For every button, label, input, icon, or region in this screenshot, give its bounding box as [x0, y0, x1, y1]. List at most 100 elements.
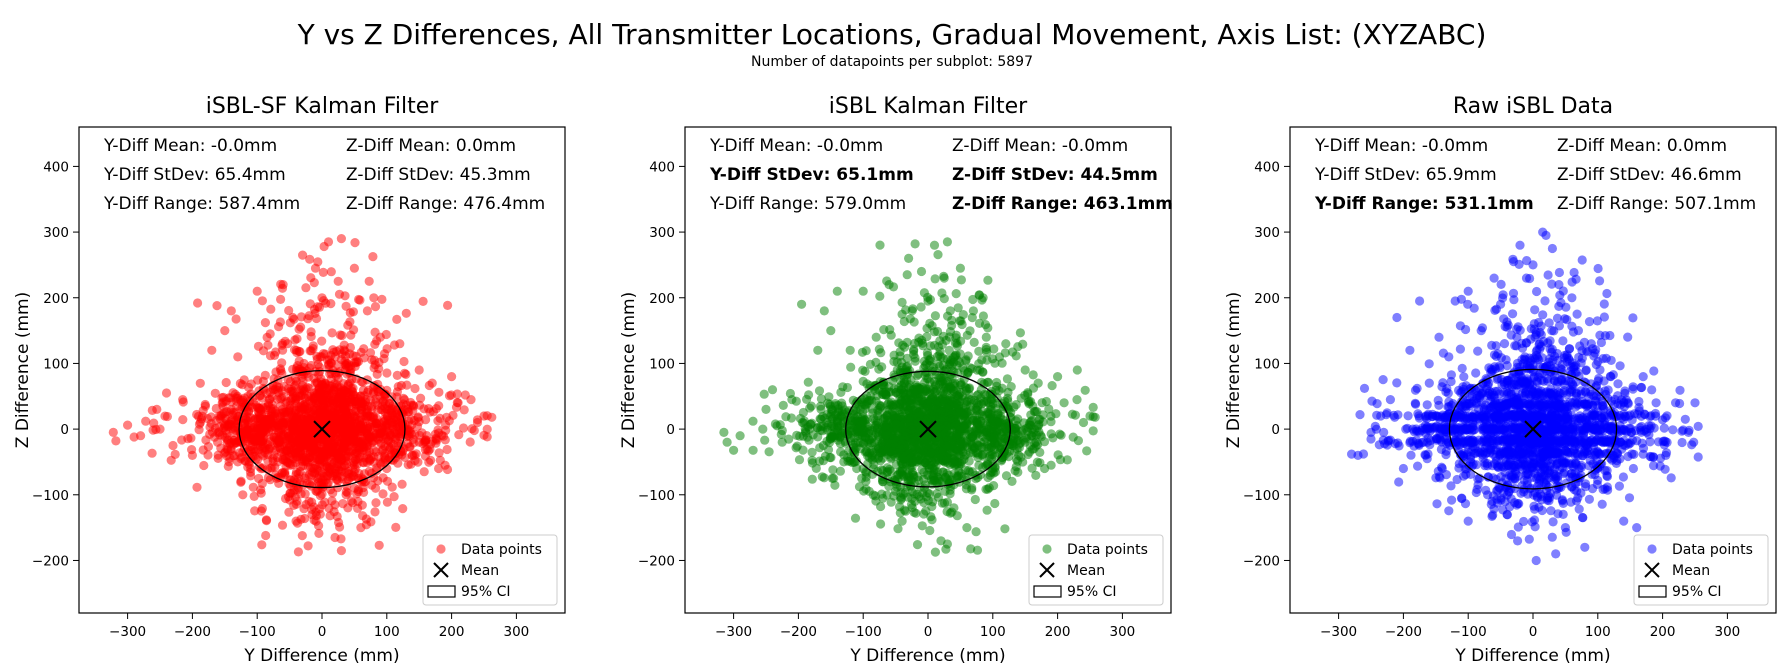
- data-point: [279, 392, 289, 402]
- x-tick-label: −200: [780, 624, 817, 640]
- data-point: [401, 308, 411, 318]
- stat-text: Y-Diff Mean: -0.0mm: [103, 136, 277, 156]
- data-point: [308, 344, 318, 354]
- data-point: [391, 522, 401, 533]
- data-point: [802, 394, 812, 404]
- data-point: [1002, 374, 1013, 384]
- data-point: [945, 489, 955, 499]
- data-point: [243, 391, 253, 401]
- data-point: [352, 489, 362, 499]
- data-point: [375, 332, 385, 342]
- data-point: [287, 425, 297, 435]
- legend-label: 95% CI: [1067, 584, 1116, 600]
- data-point: [454, 430, 464, 440]
- data-point: [904, 471, 915, 481]
- data-point: [896, 493, 907, 503]
- data-point: [395, 339, 405, 349]
- data-point: [735, 431, 745, 441]
- y-tick-label: 300: [43, 225, 69, 241]
- data-point: [225, 453, 235, 463]
- data-point: [325, 429, 335, 439]
- data-point: [905, 400, 915, 410]
- data-point: [1023, 388, 1033, 398]
- data-point: [356, 523, 366, 533]
- data-point: [305, 254, 315, 264]
- data-point: [1055, 455, 1066, 465]
- data-point: [298, 250, 308, 260]
- data-point: [850, 513, 861, 523]
- data-point: [220, 413, 230, 423]
- data-point: [233, 352, 243, 362]
- data-point: [858, 286, 868, 296]
- data-point: [971, 527, 981, 537]
- y-tick-label: 300: [649, 225, 675, 241]
- legend-ci-icon: [427, 585, 456, 598]
- data-point: [939, 366, 949, 376]
- data-point: [815, 443, 825, 453]
- data-point: [370, 339, 380, 349]
- y-tick-label: 0: [60, 422, 69, 438]
- data-point: [1047, 381, 1057, 391]
- data-point: [895, 468, 905, 478]
- data-point: [922, 443, 933, 453]
- data-point: [275, 317, 285, 327]
- legend-label: Mean: [1067, 563, 1105, 579]
- data-point: [914, 440, 924, 450]
- data-point: [257, 478, 267, 489]
- data-point: [388, 412, 398, 422]
- data-point: [933, 342, 944, 352]
- y-tick-label: 400: [649, 159, 675, 175]
- data-point: [1013, 414, 1023, 424]
- data-point: [415, 400, 425, 410]
- data-point: [824, 438, 835, 448]
- data-point: [383, 435, 393, 445]
- data-point: [897, 516, 907, 526]
- data-point: [147, 448, 157, 458]
- stat-text: Y-Diff StDev: 65.4mm: [103, 165, 286, 185]
- data-point: [260, 370, 270, 380]
- data-point: [414, 437, 424, 447]
- data-point: [220, 326, 230, 336]
- legend-ci-icon: [1033, 585, 1062, 598]
- data-point: [978, 311, 989, 321]
- data-point: [201, 435, 211, 445]
- data-point: [925, 525, 935, 536]
- subplot-2: −300 −200 −100 0 100 200 300−200−1000100200300…: [619, 94, 1173, 664]
- data-point: [942, 376, 953, 387]
- data-point: [811, 463, 821, 473]
- data-point: [1013, 431, 1023, 441]
- data-point: [961, 484, 972, 494]
- data-point: [349, 471, 359, 481]
- data-point: [982, 505, 992, 515]
- data-point: [917, 465, 927, 475]
- data-point: [1023, 397, 1034, 407]
- data-point: [1005, 412, 1015, 422]
- data-point: [443, 300, 453, 310]
- data-point: [291, 516, 301, 526]
- stat-text: Y-Diff Mean: -0.0mm: [709, 136, 883, 156]
- data-point: [921, 492, 931, 502]
- data-point: [1059, 398, 1069, 408]
- data-point: [426, 439, 436, 449]
- data-point: [878, 477, 888, 487]
- data-point: [466, 395, 476, 405]
- data-point: [874, 344, 884, 354]
- data-point: [389, 492, 399, 502]
- data-point: [860, 404, 870, 414]
- data-point: [194, 425, 204, 435]
- x-tick-label: −300: [109, 624, 146, 640]
- data-point: [865, 359, 876, 369]
- data-point: [955, 451, 965, 461]
- data-point: [280, 336, 290, 346]
- x-tick-label: 200: [439, 624, 465, 640]
- data-point: [261, 530, 271, 541]
- data-point: [992, 377, 1002, 388]
- data-point: [482, 424, 492, 434]
- data-point: [323, 384, 333, 394]
- data-point: [221, 377, 231, 388]
- data-point: [324, 503, 334, 513]
- x-tick-label: −200: [174, 624, 211, 640]
- data-point: [930, 274, 940, 284]
- data-point: [315, 366, 325, 377]
